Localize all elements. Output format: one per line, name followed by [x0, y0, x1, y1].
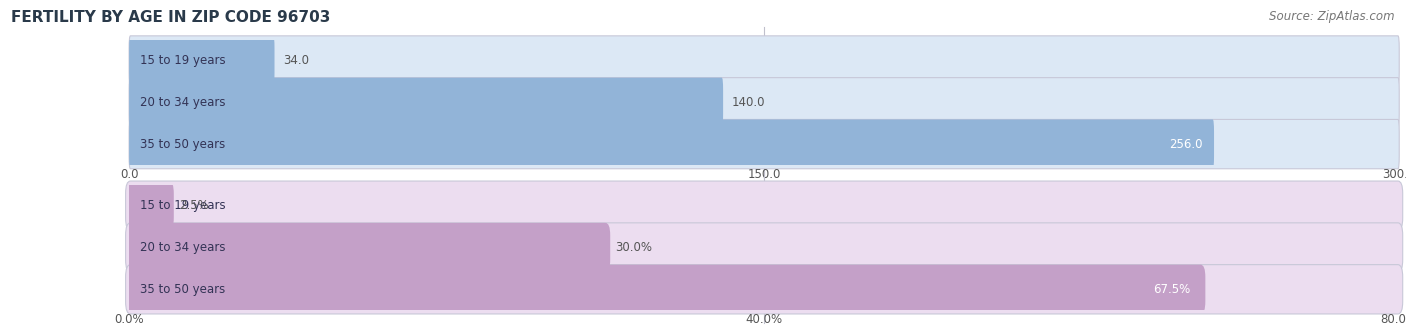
FancyBboxPatch shape	[125, 265, 1205, 314]
FancyBboxPatch shape	[129, 36, 274, 85]
FancyBboxPatch shape	[125, 181, 1403, 230]
FancyBboxPatch shape	[129, 119, 1213, 169]
Text: 256.0: 256.0	[1170, 138, 1202, 150]
Text: 20 to 34 years: 20 to 34 years	[139, 96, 225, 109]
FancyBboxPatch shape	[129, 78, 1399, 127]
FancyBboxPatch shape	[129, 78, 723, 127]
Text: 2.5%: 2.5%	[179, 199, 209, 212]
Text: 20 to 34 years: 20 to 34 years	[139, 241, 225, 254]
FancyBboxPatch shape	[125, 181, 174, 230]
Text: Source: ZipAtlas.com: Source: ZipAtlas.com	[1270, 10, 1395, 23]
Text: 34.0: 34.0	[284, 54, 309, 67]
Text: 35 to 50 years: 35 to 50 years	[139, 138, 225, 150]
FancyBboxPatch shape	[125, 223, 610, 272]
Text: 30.0%: 30.0%	[616, 241, 652, 254]
FancyBboxPatch shape	[125, 223, 1403, 272]
Text: 140.0: 140.0	[733, 96, 765, 109]
FancyBboxPatch shape	[129, 119, 1399, 169]
Text: 15 to 19 years: 15 to 19 years	[139, 199, 225, 212]
Text: FERTILITY BY AGE IN ZIP CODE 96703: FERTILITY BY AGE IN ZIP CODE 96703	[11, 10, 330, 25]
Text: 67.5%: 67.5%	[1153, 283, 1191, 296]
FancyBboxPatch shape	[129, 36, 1399, 85]
Text: 35 to 50 years: 35 to 50 years	[139, 283, 225, 296]
Text: 15 to 19 years: 15 to 19 years	[139, 54, 225, 67]
FancyBboxPatch shape	[125, 265, 1403, 314]
